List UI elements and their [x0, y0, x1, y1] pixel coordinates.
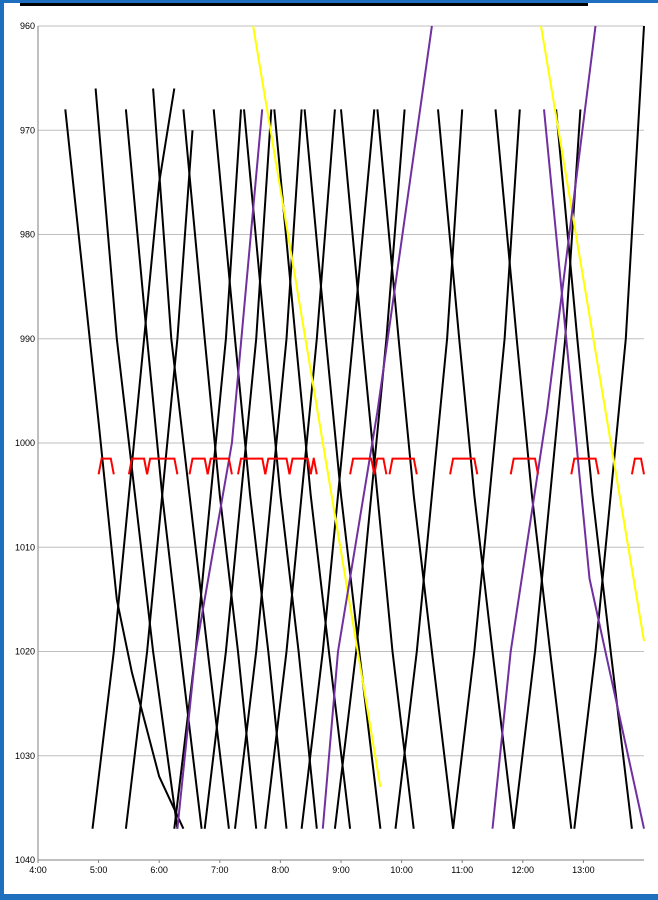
x-tick-label: 8:00: [272, 865, 290, 875]
x-tick-label: 5:00: [90, 865, 108, 875]
station-mark-13: [509, 457, 539, 475]
series-line-black-19: [333, 109, 406, 829]
series-line-black-23: [573, 25, 645, 829]
y-tick-label: 990: [20, 334, 35, 344]
series-layer: [64, 25, 645, 830]
series-line-black-9: [340, 109, 415, 829]
series-line-black-1: [94, 88, 179, 829]
series-line-black-5: [212, 109, 288, 829]
series-line-black-24: [91, 88, 176, 829]
series-line-purple-29: [321, 25, 433, 829]
station-mark-11: [388, 457, 418, 475]
series-line-black-22: [512, 109, 582, 829]
y-tick-label: 1000: [15, 438, 35, 448]
station-mark-12: [449, 457, 479, 475]
x-tick-label: 11:00: [451, 865, 473, 875]
x-tick-label: 6:00: [150, 865, 168, 875]
series-line-black-6: [243, 109, 318, 829]
x-tick-label: 13:00: [572, 865, 595, 875]
series-line-black-25: [124, 130, 194, 829]
y-tick-label: 1010: [15, 542, 35, 552]
series-line-black-15: [203, 109, 273, 829]
y-tick-label: 1040: [15, 855, 35, 865]
station-mark-5: [237, 457, 267, 475]
station-mark-8: [309, 457, 318, 475]
station-mark-6: [264, 457, 291, 475]
top-rule: [20, 3, 588, 6]
series-line-black-18: [300, 109, 376, 829]
station-mark-1: [127, 457, 149, 475]
series-line-black-17: [264, 109, 336, 829]
x-tick-label: 4:00: [29, 865, 47, 875]
y-tick-label: 960: [20, 21, 35, 31]
series-line-black-8: [303, 109, 382, 829]
x-tick-label: 12:00: [512, 865, 535, 875]
station-mark-9: [349, 457, 376, 475]
station-mark-2: [146, 457, 179, 475]
station-mark-10: [373, 457, 388, 475]
y-tick-label: 970: [20, 125, 35, 135]
x-tick-label: 9:00: [332, 865, 350, 875]
series-line-purple-30: [491, 25, 597, 829]
series-line-yellow-26: [252, 25, 382, 788]
station-mark-0: [97, 457, 115, 475]
station-mark-14: [570, 457, 600, 475]
series-line-black-14: [173, 109, 242, 829]
x-tick-label: 10:00: [390, 865, 413, 875]
y-tick-label: 1030: [15, 751, 35, 761]
series-line-black-12: [494, 109, 573, 829]
y-tick-label: 980: [20, 230, 35, 240]
series-line-black-4: [182, 109, 258, 829]
series-line-black-20: [394, 109, 464, 829]
series-line-yellow-27: [540, 25, 645, 642]
station-mark-4: [206, 457, 233, 475]
x-tick-label: 7:00: [211, 865, 229, 875]
series-line-purple-31: [543, 109, 645, 829]
series-line-purple-28: [176, 109, 264, 829]
station-mark-15: [630, 457, 645, 475]
station-mark-3: [188, 457, 209, 475]
series-line-black-3: [152, 88, 230, 829]
series-line-black-21: [452, 109, 521, 829]
series-line-black-0: [64, 109, 185, 830]
station-mark-7: [288, 457, 312, 475]
station-marks-layer: [97, 457, 645, 475]
series-line-black-16: [234, 109, 303, 829]
y-tick-label: 1020: [15, 647, 35, 657]
series-line-black-7: [273, 109, 352, 829]
